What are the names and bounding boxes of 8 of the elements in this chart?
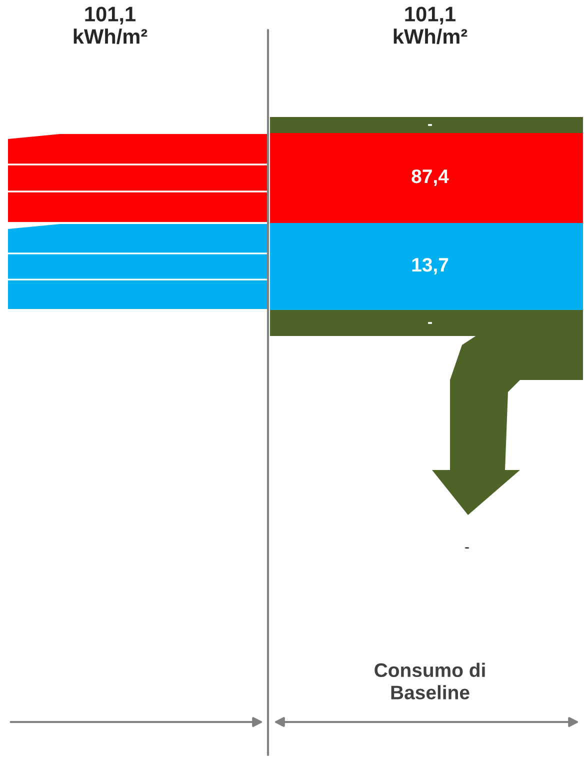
text: 101,1 kWh/m²: [394, 6, 468, 44]
data-label: 13,7: [412, 258, 448, 275]
text: -: [465, 547, 469, 548]
text: Consumo di Baseline: [374, 662, 485, 700]
data-label: -: [428, 124, 432, 126]
data-label: -: [428, 322, 432, 324]
text: 101,1 kWh/m²: [74, 6, 148, 44]
data-label: 87,4: [412, 169, 449, 186]
